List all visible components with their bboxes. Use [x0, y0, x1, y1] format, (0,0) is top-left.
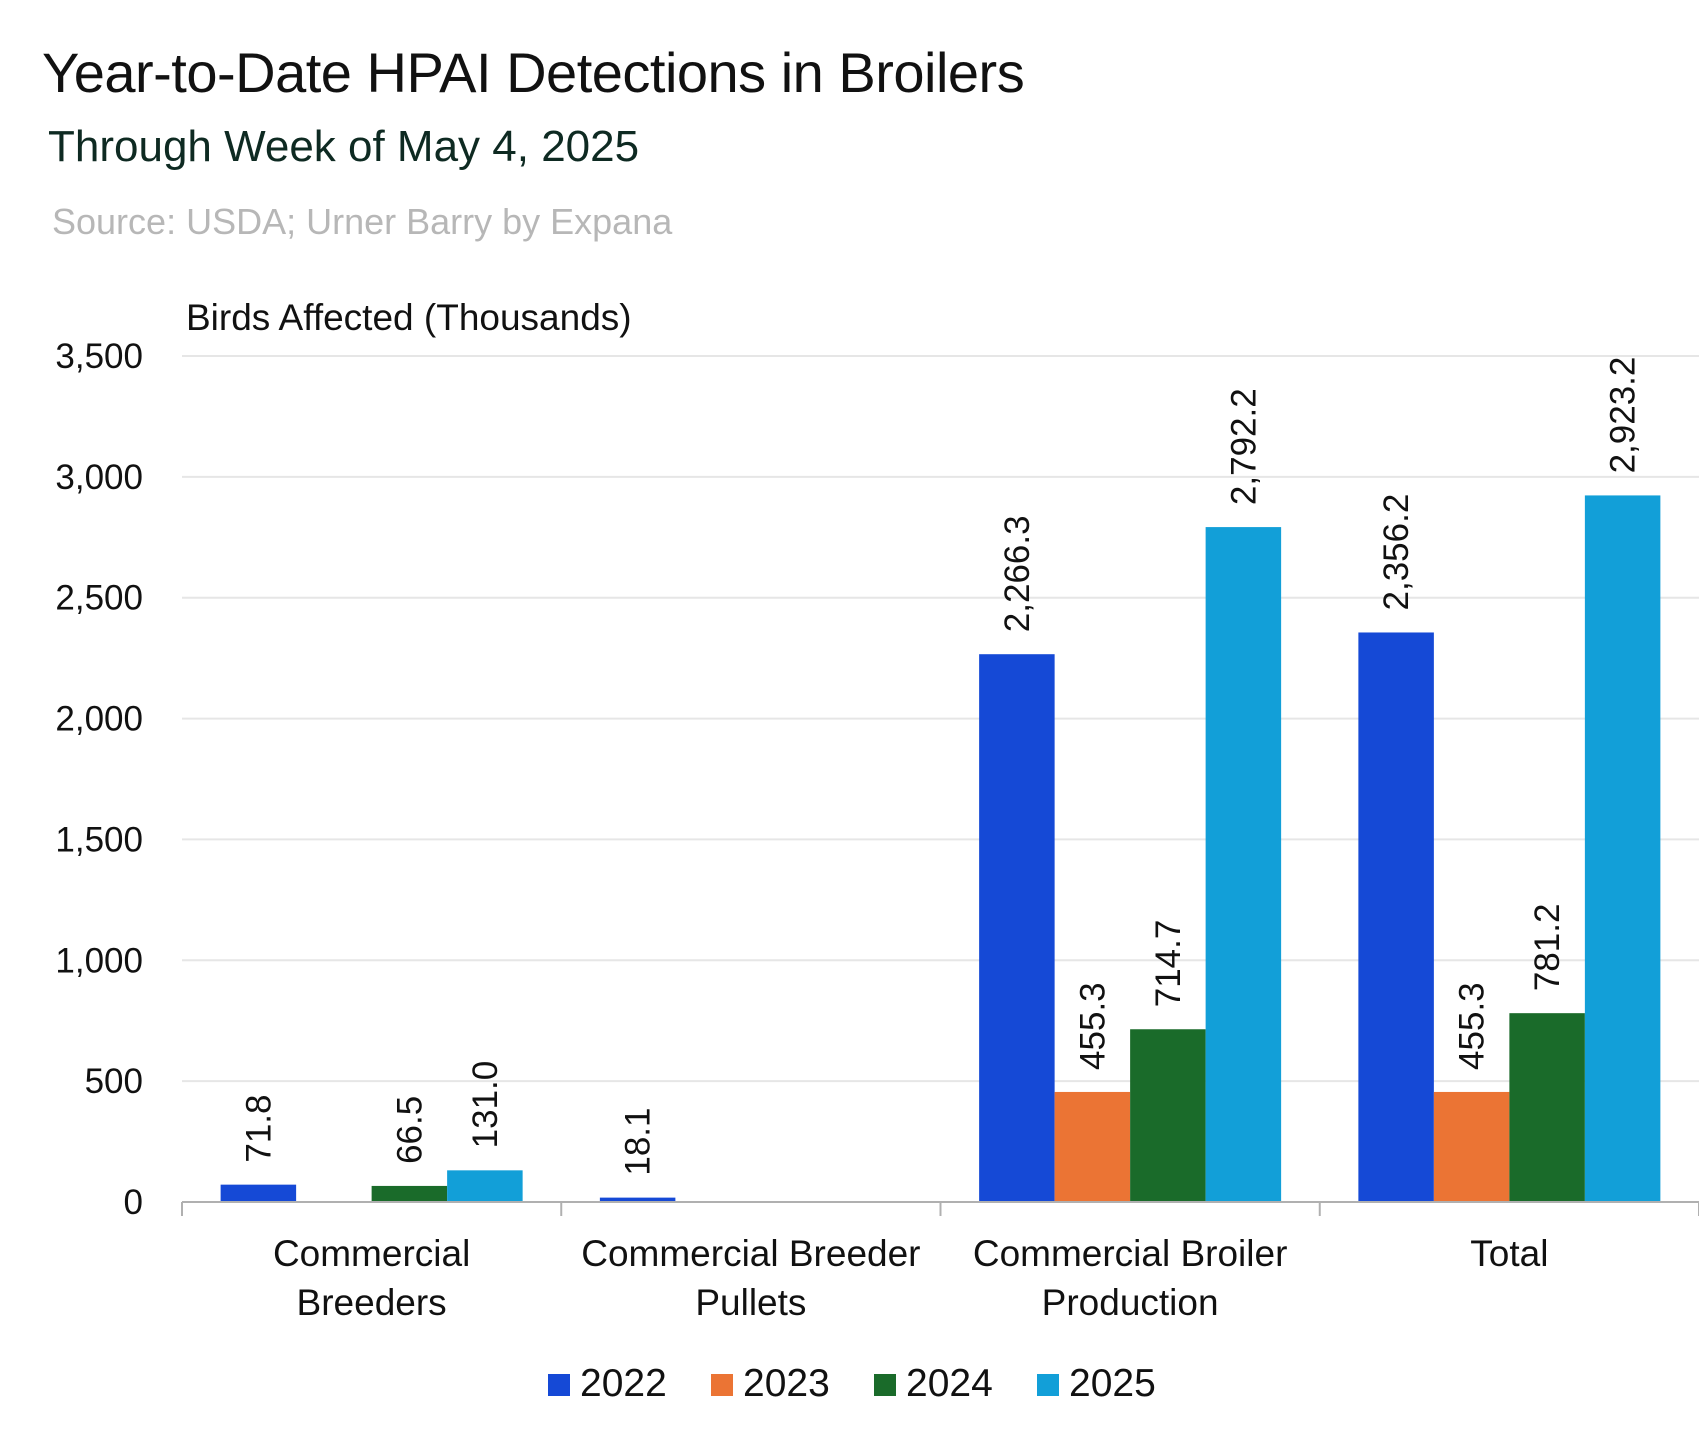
legend: 2022 2023 2024 2025 [548, 1362, 1156, 1405]
bar-2025 [1205, 527, 1282, 1202]
bar-2024 [1130, 1029, 1206, 1202]
data-label: 2,356.2 [1377, 494, 1416, 611]
bar-2022 [599, 1197, 676, 1202]
x-category-label: Commercial Breeder Pullets [581, 1233, 920, 1323]
data-label: 455.3 [1073, 982, 1112, 1070]
bar-2023 [1054, 1091, 1131, 1202]
data-label: 714.7 [1149, 920, 1188, 1008]
data-label: 66.5 [390, 1096, 429, 1164]
x-category-label: Total [1470, 1233, 1548, 1274]
gridlines [182, 355, 1699, 1083]
legend-label: 2023 [743, 1362, 830, 1405]
bar-2024 [371, 1185, 448, 1202]
bar-2022 [220, 1184, 297, 1202]
y-axis-ticks: 0 500 1,000 1,500 2,000 2,500 3,000 3,500 [55, 337, 143, 1222]
data-label: 455.3 [1453, 982, 1492, 1070]
y-axis-title: Birds Affected (Thousands) [186, 297, 632, 338]
chart-title: Year-to-Date HPAI Detections in Broilers [42, 41, 1025, 104]
bars [220, 495, 1661, 1203]
x-category-label: Commercial Broiler Production [973, 1233, 1288, 1323]
data-label: 71.8 [239, 1095, 278, 1163]
data-label: 2,923.2 [1604, 357, 1643, 474]
chart-subtitle: Through Week of May 4, 2025 [48, 122, 640, 171]
x-axis: Commercial Breeders Commercial Breeder Pull… [181, 1201, 1699, 1323]
legend-label: 2025 [1069, 1362, 1156, 1405]
y-tick-label: 3,000 [55, 458, 143, 497]
y-tick-label: 2,500 [55, 579, 143, 618]
y-tick-label: 2,000 [55, 700, 143, 739]
bar-2024 [1509, 1013, 1585, 1202]
legend-swatch-2022 [548, 1374, 570, 1396]
data-label: 18.1 [619, 1108, 658, 1176]
data-label: 781.2 [1528, 904, 1567, 992]
data-label: 131.0 [466, 1061, 505, 1149]
bar-2025 [447, 1170, 523, 1202]
bar-2025 [1584, 495, 1661, 1203]
legend-swatch-2025 [1037, 1374, 1059, 1396]
y-tick-label: 1,500 [55, 820, 143, 859]
x-category-label: Commercial Breeders [273, 1233, 470, 1323]
legend-swatch-2023 [711, 1374, 733, 1396]
y-tick-label: 0 [124, 1183, 143, 1222]
legend-label: 2022 [580, 1362, 667, 1405]
bar-2022 [1358, 632, 1434, 1202]
data-labels: 71.8 18.1 2,266.3 2,356.2 455.3 455.3 66.5 714.… [239, 357, 1642, 1176]
data-label: 2,266.3 [998, 515, 1037, 632]
y-tick-label: 1,000 [55, 941, 143, 980]
y-tick-label: 3,500 [55, 337, 143, 376]
chart-source: Source: USDA; Urner Barry by Expana [52, 201, 673, 242]
data-label: 2,792.2 [1224, 388, 1263, 505]
bar-2023 [1433, 1091, 1510, 1202]
legend-swatch-2024 [874, 1374, 896, 1396]
bar-2022 [979, 654, 1055, 1202]
y-tick-label: 500 [85, 1062, 143, 1101]
legend-label: 2024 [906, 1362, 993, 1405]
